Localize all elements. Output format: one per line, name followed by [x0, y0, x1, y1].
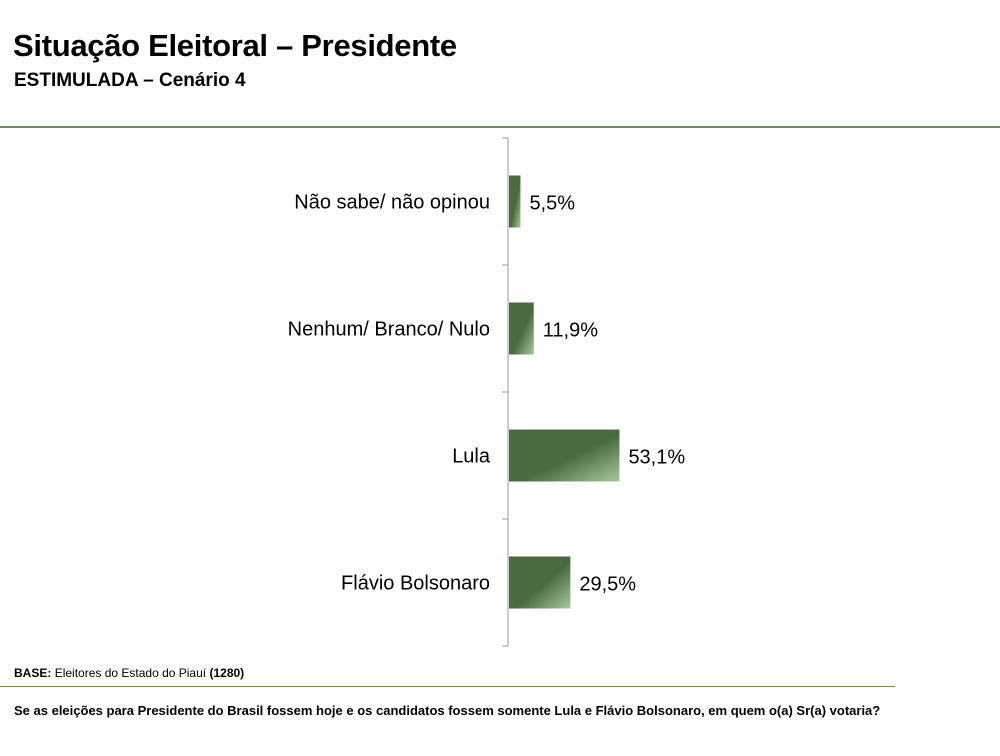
page-subtitle: ESTIMULADA – Cenário 4 — [14, 70, 246, 91]
data-label: 5,5% — [529, 193, 575, 215]
data-label: 29,5% — [579, 574, 636, 596]
data-label: 53,1% — [628, 447, 685, 469]
base-note: BASE: Eleitores do Estado do Piauí (1280… — [14, 666, 244, 680]
base-text: Eleitores do Estado do Piauí — [54, 666, 207, 680]
page-title: Situação Eleitoral – Presidente — [13, 28, 457, 63]
bar-chart: Não sabe/ não opinou 5,5% Nenhum/ Branco/ … — [288, 137, 685, 647]
bar — [509, 556, 571, 609]
category-label: Lula — [452, 446, 491, 468]
base-count: (1280) — [209, 666, 245, 680]
data-label: 11,9% — [543, 320, 598, 342]
bar — [509, 429, 620, 482]
bar — [509, 175, 521, 228]
footer-divider — [0, 686, 895, 687]
header-divider — [0, 126, 1000, 128]
category-label: Nenhum/ Branco/ Nulo — [288, 319, 490, 341]
base-label: BASE: — [14, 666, 52, 680]
survey-question: Se as eleições para Presidente do Brasil… — [14, 703, 881, 718]
category-label: Não sabe/ não opinou — [294, 192, 490, 214]
category-label: Flávio Bolsonaro — [341, 573, 490, 595]
bar — [509, 302, 534, 355]
